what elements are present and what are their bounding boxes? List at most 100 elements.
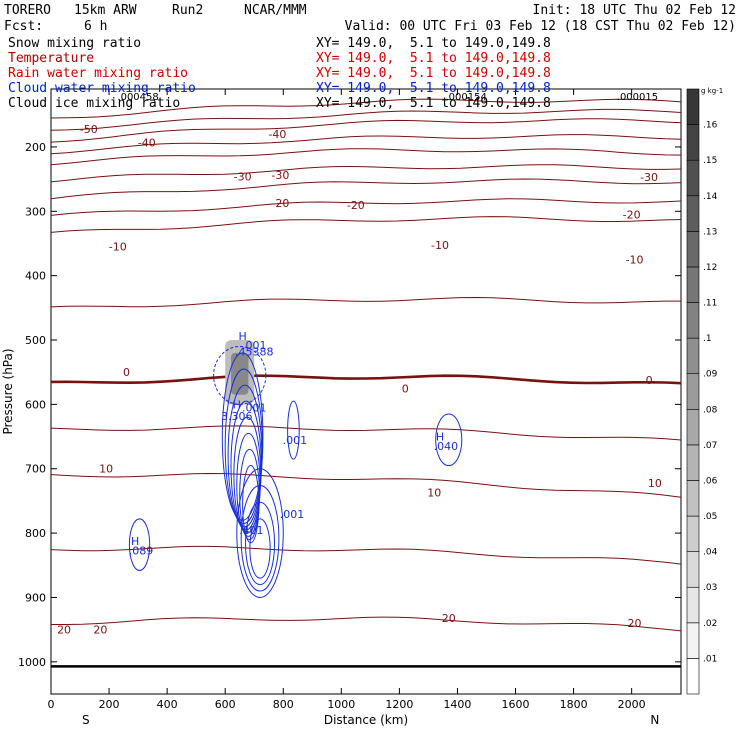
cloud-label: .001 bbox=[242, 402, 267, 415]
cloud-label: 3.306 bbox=[221, 410, 253, 423]
cloud-water-contour-west bbox=[128, 518, 151, 571]
cloud-water-contour-lower bbox=[240, 484, 280, 592]
header-fcst-label: Fcst: bbox=[4, 19, 44, 34]
field-rain-xy: XY= 149.0, 5.1 to 149.0,149.8 bbox=[316, 51, 551, 66]
isotherm-label: -10 bbox=[109, 241, 127, 254]
isotherm-intermediate bbox=[50, 545, 682, 565]
isotherm-intermediate bbox=[50, 425, 682, 441]
isotherm--30 bbox=[50, 148, 682, 166]
cloud-water-contour-lower bbox=[236, 468, 284, 598]
cloud-water-contour-lower bbox=[249, 518, 271, 579]
colorbar-swatch bbox=[686, 586, 700, 624]
isotherm-label: 10 bbox=[99, 463, 113, 476]
colorbar-swatch bbox=[686, 124, 700, 161]
y-tick-label: 700 bbox=[25, 463, 46, 476]
cloud-label: .001 bbox=[283, 434, 308, 447]
y-tick-label: 800 bbox=[25, 527, 46, 540]
cloud-label: .001 bbox=[242, 339, 267, 352]
colorbar-label: .15 bbox=[703, 156, 717, 166]
isotherm-label: -30 bbox=[640, 171, 658, 184]
isotherm-label: 0 bbox=[402, 382, 409, 395]
colorbar-swatch bbox=[686, 444, 700, 481]
cloud-water-contour bbox=[239, 448, 260, 541]
isotherm-label: -50 bbox=[80, 123, 98, 136]
cloud-label: .040 bbox=[434, 440, 459, 453]
isotherm-label: -20 bbox=[623, 209, 641, 222]
isotherm-label: 20 bbox=[628, 617, 642, 630]
isotherm-10 bbox=[50, 472, 682, 498]
isotherm-label: 0 bbox=[123, 366, 130, 379]
field-cloudwater-xy: XY= 149.0, 5.1 to 149.0,149.8 bbox=[316, 66, 551, 81]
x-tick-label: 1000 bbox=[327, 698, 355, 711]
colorbar-swatch bbox=[686, 337, 700, 375]
isotherm--10 bbox=[50, 216, 682, 233]
colorbar-swatch bbox=[686, 302, 700, 339]
isotherm-intermediate bbox=[50, 296, 681, 308]
colorbar-label: .02 bbox=[703, 619, 717, 629]
x-tick-label: 400 bbox=[157, 698, 178, 711]
isotherm-label: -20 bbox=[347, 199, 365, 212]
isotherm-intermediate bbox=[50, 164, 682, 183]
isotherm-intermediate bbox=[50, 134, 682, 155]
colorbar-swatch bbox=[686, 515, 700, 552]
cloud-label: .001 bbox=[280, 508, 305, 521]
colorbar-label: .1 bbox=[703, 334, 712, 344]
colorbar-units: g kg-1 bbox=[701, 87, 723, 95]
cloud-water-contour-small bbox=[287, 400, 300, 460]
field-cloudwater-label: Cloud water mixing ratio bbox=[8, 81, 196, 96]
colorbar-swatch bbox=[686, 88, 700, 125]
colorbar-swatch bbox=[686, 622, 700, 659]
cloud-label: .45388 bbox=[235, 346, 274, 359]
x-tick-label: 600 bbox=[215, 698, 236, 711]
field-temperature-xy: XY= 149.0, 5.1 to 149.0,149.8 bbox=[316, 36, 551, 51]
cloud-shading-core bbox=[231, 352, 249, 395]
isotherm--20 bbox=[50, 178, 682, 200]
x-tick-label: 1600 bbox=[502, 698, 530, 711]
field-temperature-label: Temperature bbox=[8, 51, 95, 66]
x-tick-label: 200 bbox=[99, 698, 120, 711]
header-run: Run2 bbox=[172, 3, 204, 18]
header-valid: Valid: 00 UTC Fri 03 Feb 12 (18 CST Thu … bbox=[344, 19, 736, 34]
colorbar-label: .16 bbox=[703, 121, 718, 131]
isotherm-label: 0 bbox=[646, 374, 653, 387]
colorbar-swatch bbox=[686, 658, 700, 695]
field-cloudice-xy: XY= 149.0, 5.1 to 149.0,149.8 bbox=[316, 81, 551, 96]
isotherm--40 bbox=[50, 118, 682, 143]
colorbar-label: .03 bbox=[703, 583, 717, 593]
cloud-ice-contour bbox=[213, 345, 267, 405]
colorbar-swatch bbox=[686, 231, 700, 268]
colorbar-label: .07 bbox=[703, 441, 717, 451]
cloud-label: .401 bbox=[239, 524, 264, 537]
colorbar-swatch bbox=[686, 159, 700, 197]
colorbar-swatch bbox=[686, 408, 700, 446]
header-org: NCAR/MMM bbox=[244, 3, 307, 18]
x-tick-label: 1200 bbox=[385, 698, 413, 711]
isotherm--50 bbox=[50, 98, 682, 119]
colorbar-label: .11 bbox=[703, 299, 717, 309]
colorbar-label: .06 bbox=[703, 476, 718, 486]
header-fcst-hours: 6 h bbox=[84, 19, 108, 34]
colorbar-swatch bbox=[686, 373, 700, 410]
colorbar-label: .04 bbox=[703, 548, 718, 558]
cloud-label: H bbox=[233, 398, 241, 411]
isotherm-label: -40 bbox=[138, 136, 156, 149]
isotherm-label: 20 bbox=[93, 624, 107, 637]
cloud-water-contour bbox=[233, 416, 262, 534]
top-value: .000154 bbox=[445, 92, 486, 103]
top-value: .000015 bbox=[617, 92, 658, 103]
colorbar-swatch bbox=[686, 266, 700, 303]
isotherm-0 bbox=[50, 374, 682, 385]
x-tick-label: 0 bbox=[48, 698, 55, 711]
colorbar-label: .09 bbox=[703, 370, 718, 380]
cloud-water-contour-east bbox=[435, 413, 463, 467]
x-tick-label: 800 bbox=[273, 698, 294, 711]
x-tick-label: 2000 bbox=[618, 698, 646, 711]
isotherm-label: 10 bbox=[648, 477, 662, 490]
isotherm-label: -30 bbox=[234, 171, 252, 184]
colorbar: .01 .02 .03 .04 .05 .06 .07 .08 .09 .1 .11 .12 .13 .1… bbox=[686, 87, 723, 695]
isotherm-intermediate bbox=[50, 108, 682, 131]
field-cloudice-label: Cloud ice mixing ratio bbox=[8, 96, 181, 111]
colorbar-label: .01 bbox=[703, 654, 717, 664]
plot-area: -50 -40 -40 -30 -30 -30 -20 -20 -20 -10 -10 -10 0 0 0 1… bbox=[1, 88, 682, 727]
